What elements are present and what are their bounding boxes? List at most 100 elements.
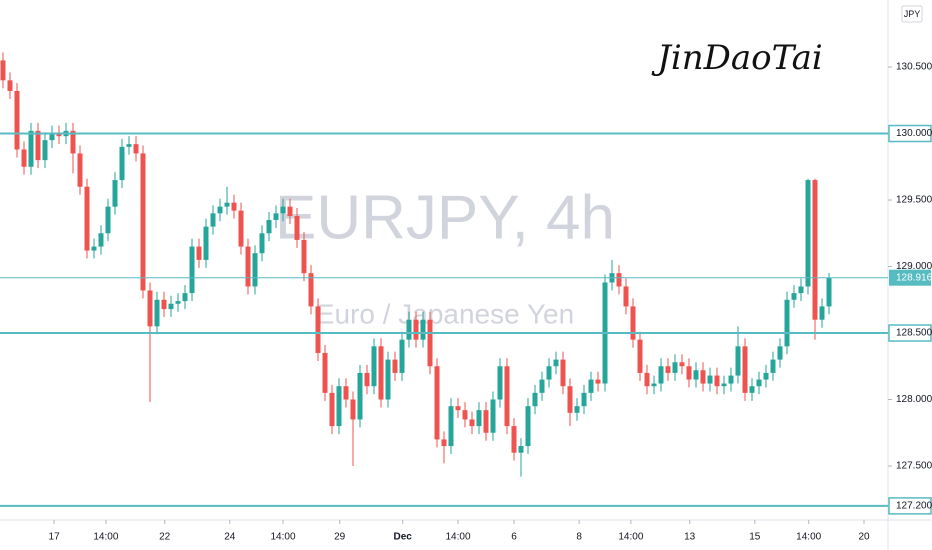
candle-body	[763, 372, 769, 380]
candle-body	[161, 299, 167, 310]
candle-body	[525, 406, 531, 447]
candle-body	[42, 140, 48, 161]
x-tick-label: 14:00	[796, 532, 821, 543]
candle-body	[546, 366, 552, 380]
candle-body	[175, 301, 181, 304]
candle-body	[707, 375, 713, 384]
candle-body	[217, 206, 223, 214]
candle-body	[21, 149, 27, 167]
x-tick-label: 14:00	[445, 532, 470, 543]
candle-body	[231, 202, 237, 211]
candle-body	[98, 233, 104, 247]
candle-body	[224, 202, 230, 207]
candle-body	[35, 130, 41, 161]
candle-body	[385, 359, 391, 400]
x-tick-label: 14:00	[618, 532, 643, 543]
last-price-label: 128.916	[896, 272, 932, 283]
candle-body	[693, 370, 699, 380]
candle-body	[189, 246, 195, 294]
signature: JinDaoTai	[651, 38, 823, 78]
candle-body	[791, 293, 797, 300]
candle-body	[630, 306, 636, 340]
candle-body	[504, 366, 510, 427]
candle-body	[406, 319, 412, 340]
level-label: 127.200	[896, 501, 932, 512]
candle-body	[679, 362, 685, 367]
candle-body	[91, 246, 97, 251]
level-badge	[888, 124, 932, 143]
x-tick-label: Dec	[394, 532, 413, 543]
candle-body	[196, 246, 202, 260]
candle-body	[273, 213, 279, 220]
x-tick-label: 20	[858, 532, 870, 543]
candle-body	[315, 306, 321, 353]
candle-body	[644, 372, 650, 387]
candle-body	[84, 186, 90, 251]
candle-body	[147, 290, 153, 327]
candle-body	[798, 286, 804, 294]
candle-body	[567, 386, 573, 413]
level-badge	[888, 497, 932, 515]
candle-body	[777, 346, 783, 360]
candle-body	[364, 372, 370, 387]
y-tick-label: 127.500	[896, 461, 932, 472]
candle-body	[287, 206, 293, 216]
x-tick-label: 17	[49, 532, 61, 543]
candle-body	[448, 406, 454, 447]
candle-body	[532, 392, 538, 407]
candle-body	[259, 233, 265, 254]
candle-body	[378, 346, 384, 400]
currency: JPY	[904, 9, 921, 19]
candle-body	[756, 379, 762, 387]
candle-body	[280, 206, 286, 214]
candle-body	[490, 399, 496, 433]
candle-body	[595, 379, 601, 384]
candle-body	[77, 153, 83, 187]
candle-body	[637, 339, 643, 373]
candle-body	[203, 226, 209, 260]
candle-body	[427, 319, 433, 367]
y-tick-label: 130.500	[896, 62, 932, 73]
candle-body	[539, 379, 545, 393]
level-label: 130.000	[896, 128, 932, 139]
candle-body	[126, 144, 132, 147]
x-tick-label: 29	[334, 532, 346, 543]
candle-body	[651, 383, 657, 387]
y-tick-label: 128.000	[896, 394, 932, 405]
candle-body	[0, 60, 6, 81]
candle-body	[805, 180, 811, 287]
candle-body	[301, 239, 307, 274]
candle-body	[105, 206, 111, 234]
candle-body	[252, 253, 258, 287]
candle-body	[238, 210, 244, 247]
candle-body	[784, 299, 790, 347]
candle-body	[392, 359, 398, 373]
candle-body	[728, 375, 734, 384]
candle-body	[28, 130, 34, 167]
candle-body	[357, 372, 363, 420]
candle-body	[665, 366, 671, 373]
candle-body	[553, 359, 559, 367]
candle-body	[469, 419, 475, 427]
candle-body	[350, 399, 356, 420]
candle-body	[735, 346, 741, 376]
candle-body	[343, 386, 349, 400]
candle-body	[742, 346, 748, 393]
candle-body	[560, 359, 566, 387]
candle-body	[294, 215, 300, 240]
candle-body	[672, 362, 678, 373]
candle-body	[476, 410, 482, 427]
candle-body	[371, 346, 377, 387]
candle-body	[399, 339, 405, 373]
candle-body	[14, 90, 20, 150]
candle-body	[819, 306, 825, 320]
candle-body	[511, 426, 517, 453]
last-price-badge	[889, 269, 931, 286]
x-tick-label: 14:00	[93, 532, 118, 543]
candle-body	[749, 386, 755, 393]
candle-body	[770, 359, 776, 373]
candle-body	[420, 319, 426, 340]
candle-body	[308, 273, 314, 307]
y-tick-label: 129.000	[896, 261, 932, 272]
